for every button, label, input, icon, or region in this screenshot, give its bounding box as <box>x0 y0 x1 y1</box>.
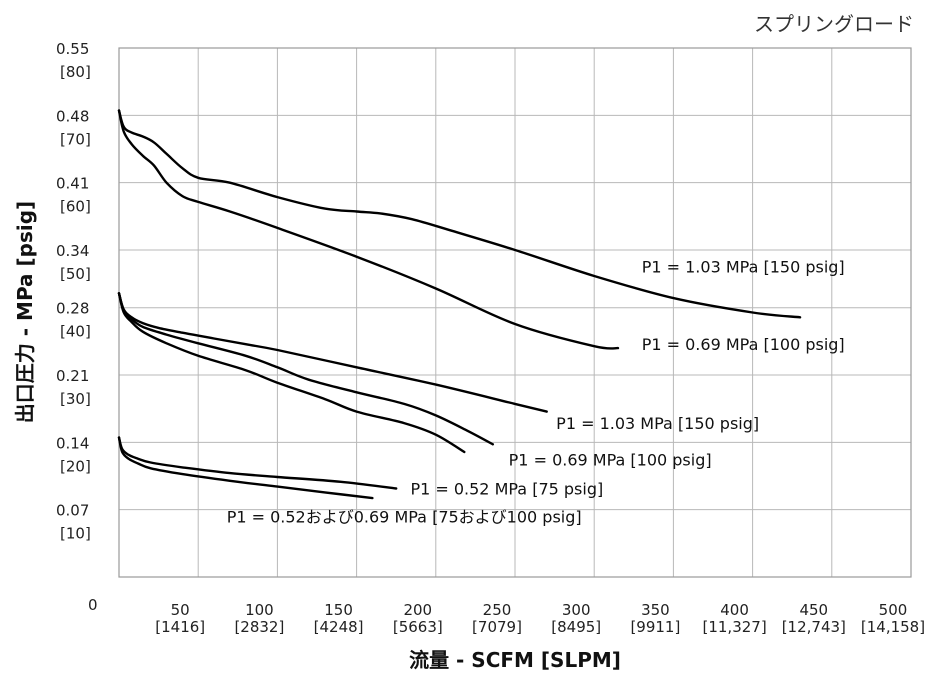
y-tick-label-4: 0.34 <box>56 242 89 260</box>
series-label-2: P1 = 1.03 MPa [150 psig] <box>556 414 759 433</box>
x-tick-sublabel-9: [14,158] <box>861 618 925 636</box>
x-tick-sublabel-1: [2832] <box>234 618 284 636</box>
series-label-0: P1 = 1.03 MPa [150 psig] <box>642 257 845 276</box>
x-tick-label-2: 150 <box>324 601 353 619</box>
curves <box>117 109 802 500</box>
y-tick-sublabel-1: [20] <box>60 457 91 475</box>
x-tick-label-3: 200 <box>403 601 432 619</box>
series-label-3: P1 = 0.69 MPa [100 psig] <box>509 451 712 470</box>
series-line-5 <box>117 436 398 490</box>
y-axis-title: 出口圧力 - MPa [psig] <box>13 201 37 423</box>
x-tick-label-8: 450 <box>799 601 828 619</box>
series-line-4 <box>117 292 466 454</box>
series-line-1 <box>117 109 620 350</box>
curve-labels: P1 = 1.03 MPa [150 psig] P1 = 0.69 MPa [1… <box>227 257 845 526</box>
y-tick-labels: 0.07 [10] 0.14 [20] 0.21 [30] 0.28 [40] 0.34 [50]… <box>56 40 91 543</box>
series-label-6: P1 = 0.52および0.69 MPa [75および100 psig] <box>227 507 582 526</box>
y-tick-sublabel-2: [30] <box>60 390 91 408</box>
x-tick-sublabel-7: [11,327] <box>702 618 766 636</box>
y-tick-sublabel-6: [70] <box>60 130 91 148</box>
x-tick-sublabel-3: [5663] <box>393 618 443 636</box>
x-tick-labels: 50[1416] 100[2832] 150[4248] 200[5663] 250[7… <box>155 601 925 636</box>
y-tick-label-5: 0.41 <box>56 175 89 193</box>
series-label-5: P1 = 0.52 MPa [75 psig] <box>410 480 603 499</box>
y-tick-label-2: 0.21 <box>56 367 89 385</box>
origin-tick-label: 0 <box>88 596 98 614</box>
y-tick-sublabel-4: [50] <box>60 265 91 283</box>
x-axis-title: 流量 - SCFM [SLPM] <box>409 648 621 672</box>
y-tick-label-3: 0.28 <box>56 300 89 318</box>
series-line-6 <box>117 436 374 500</box>
x-tick-label-4: 250 <box>483 601 512 619</box>
x-tick-label-7: 400 <box>720 601 749 619</box>
x-tick-label-6: 350 <box>641 601 670 619</box>
x-tick-label-1: 100 <box>245 601 274 619</box>
plot-frame <box>118 47 912 578</box>
x-tick-sublabel-2: [4248] <box>314 618 364 636</box>
y-tick-label-6: 0.48 <box>56 107 89 125</box>
x-tick-sublabel-5: [8495] <box>551 618 601 636</box>
y-tick-sublabel-0: [10] <box>60 525 91 543</box>
y-tick-sublabel-7: [80] <box>60 63 91 81</box>
series-label-1: P1 = 0.69 MPa [100 psig] <box>642 335 845 354</box>
series-line-0 <box>117 109 802 319</box>
y-tick-label-0: 0.07 <box>56 502 89 520</box>
x-tick-sublabel-6: [9911] <box>630 618 680 636</box>
chart-title: スプリングロード <box>754 12 914 36</box>
y-tick-label-1: 0.14 <box>56 434 89 452</box>
x-tick-sublabel-8: [12,743] <box>782 618 846 636</box>
series-line-3 <box>117 292 494 446</box>
y-tick-label-7: 0.55 <box>56 40 89 58</box>
x-tick-sublabel-0: [1416] <box>155 618 205 636</box>
x-tick-label-0: 50 <box>171 601 190 619</box>
x-tick-sublabel-4: [7079] <box>472 618 522 636</box>
series-line-2 <box>117 292 548 413</box>
y-tick-sublabel-5: [60] <box>60 198 91 216</box>
x-tick-label-5: 300 <box>562 601 591 619</box>
y-tick-sublabel-3: [40] <box>60 323 91 341</box>
x-tick-label-9: 500 <box>879 601 908 619</box>
